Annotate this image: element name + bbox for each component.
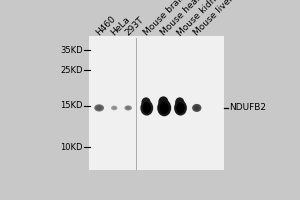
Text: 10KD: 10KD xyxy=(60,143,83,152)
Ellipse shape xyxy=(124,105,132,110)
Text: Mouse brain: Mouse brain xyxy=(142,0,187,38)
Text: 35KD: 35KD xyxy=(60,46,83,55)
Text: Mouse liver: Mouse liver xyxy=(192,0,235,38)
Ellipse shape xyxy=(161,101,166,109)
Text: 25KD: 25KD xyxy=(60,66,83,75)
Ellipse shape xyxy=(192,104,201,112)
Text: Mouse kidney: Mouse kidney xyxy=(175,0,226,38)
Ellipse shape xyxy=(141,97,151,108)
Text: NDUFB2: NDUFB2 xyxy=(229,103,266,112)
Ellipse shape xyxy=(175,97,184,108)
Text: 15KD: 15KD xyxy=(60,101,83,110)
Ellipse shape xyxy=(176,102,184,113)
Ellipse shape xyxy=(144,102,149,109)
Ellipse shape xyxy=(158,96,168,108)
Text: 293T: 293T xyxy=(123,16,145,38)
Ellipse shape xyxy=(96,106,102,110)
Ellipse shape xyxy=(126,106,130,110)
Ellipse shape xyxy=(142,102,151,113)
Ellipse shape xyxy=(112,106,116,109)
Ellipse shape xyxy=(140,100,153,116)
Ellipse shape xyxy=(177,102,182,109)
Text: HeLa: HeLa xyxy=(109,15,132,38)
Text: H460: H460 xyxy=(94,15,117,38)
Ellipse shape xyxy=(157,100,171,116)
Ellipse shape xyxy=(111,106,118,110)
Text: Mouse heart: Mouse heart xyxy=(159,0,205,38)
Ellipse shape xyxy=(94,104,104,112)
Ellipse shape xyxy=(174,100,187,116)
Ellipse shape xyxy=(194,105,200,110)
FancyBboxPatch shape xyxy=(89,36,224,170)
Ellipse shape xyxy=(160,102,169,114)
